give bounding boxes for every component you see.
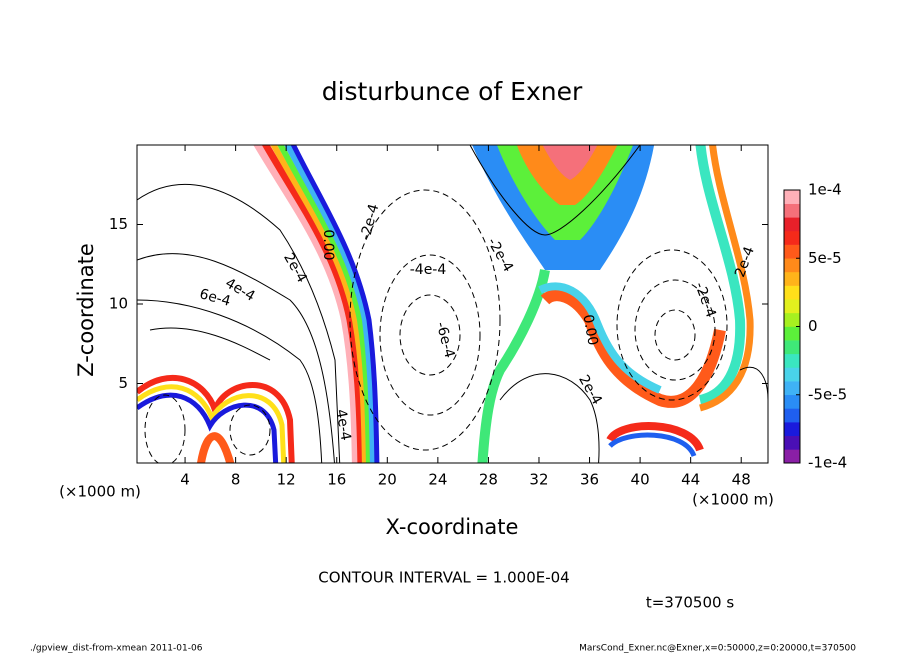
contour-label: 4e-4 xyxy=(332,408,353,442)
colorbar-band xyxy=(784,299,800,314)
contour-shade xyxy=(538,282,662,394)
contour-line xyxy=(399,294,461,376)
contour-label: -4e-4 xyxy=(410,262,447,278)
x-tick-label: 36 xyxy=(580,471,599,489)
colorbar-band xyxy=(784,217,800,232)
y-tick-label: 15 xyxy=(109,215,128,233)
colorbar-band xyxy=(784,449,800,464)
chart-title: disturbunce of Exner xyxy=(322,77,583,106)
colorbar-band xyxy=(784,394,800,409)
x-tick-label: 24 xyxy=(428,471,447,489)
contour-shade xyxy=(540,289,726,408)
contour-line xyxy=(616,249,728,401)
colorbar-band xyxy=(784,326,800,341)
contour-shade xyxy=(137,384,287,463)
contour-line xyxy=(469,145,641,236)
y-axis-label: Z-coordinate xyxy=(74,243,98,377)
contour-line xyxy=(137,183,341,463)
contour-label: 0.00 xyxy=(579,313,600,346)
x-tick-label: 32 xyxy=(529,471,548,489)
colorbar-band xyxy=(784,271,800,286)
contour-line xyxy=(137,299,323,463)
colorbar-band xyxy=(784,367,800,382)
y-tick-label: 10 xyxy=(109,295,128,313)
colorbar-band xyxy=(784,258,800,273)
x-tick-label: 44 xyxy=(681,471,700,489)
contour-shade xyxy=(284,145,376,463)
contour-shade xyxy=(197,432,235,463)
contour-line xyxy=(654,309,696,361)
x-tick-label: 20 xyxy=(378,471,397,489)
contour-line xyxy=(379,254,481,416)
contour-interval: CONTOUR INTERVAL = 1.000E-04 xyxy=(318,569,569,587)
contour-shade xyxy=(290,145,380,463)
contour-line xyxy=(634,279,716,381)
time-label: t=370500 s xyxy=(646,594,734,612)
x-tick-label: 40 xyxy=(631,471,650,489)
contour-shade xyxy=(270,145,368,463)
contour-line xyxy=(149,327,271,361)
colorbar-tick-label: -5e-5 xyxy=(808,385,847,403)
x-tick-label: 28 xyxy=(479,471,498,489)
x-tick-label: 12 xyxy=(277,471,296,489)
colorbar-band xyxy=(784,408,800,423)
colorbar-tick-label: 1e-4 xyxy=(808,181,842,199)
contour-line xyxy=(229,404,271,456)
x-tick-label: 48 xyxy=(732,471,751,489)
colorbar-band xyxy=(784,353,800,368)
colorbar-tick-label: -1e-4 xyxy=(808,454,847,472)
contour-shade xyxy=(542,145,598,180)
x-tick-label: 16 xyxy=(327,471,346,489)
contour-shade xyxy=(608,432,697,458)
colorbar-band xyxy=(784,244,800,259)
contour-line xyxy=(144,394,186,463)
footer-right: MarsCond_Exner.nc@Exner,x=0:50000,z=0:20… xyxy=(579,644,856,654)
contour-shade xyxy=(606,422,704,452)
y-tick-label: 5 xyxy=(118,374,128,392)
contour-line xyxy=(349,189,501,451)
contour-shade xyxy=(695,145,746,405)
contour-line xyxy=(137,253,335,463)
colorbar-band xyxy=(784,435,800,450)
colorbar-band xyxy=(784,340,800,355)
contour-shade xyxy=(277,145,372,463)
x-unit-right: (×1000 m) xyxy=(692,491,774,509)
contour-shade xyxy=(477,269,550,463)
colorbar-band xyxy=(784,203,800,218)
colorbar-band xyxy=(784,230,800,245)
x-tick-label: 4 xyxy=(180,471,190,489)
contour-shade xyxy=(261,145,365,463)
contour-label: 0.00 xyxy=(320,229,336,260)
colorbar-band xyxy=(784,285,800,300)
colorbar-band xyxy=(784,381,800,396)
colorbar-band xyxy=(784,312,800,327)
colorbar-tick-label: 5e-5 xyxy=(808,249,842,267)
x-unit-left: (×1000 m) xyxy=(59,483,141,501)
colorbar-band xyxy=(784,422,800,436)
footer-left: ./gpview_dist-from-xmean 2011-01-06 xyxy=(30,644,203,654)
x-tick-label: 8 xyxy=(231,471,241,489)
contour-shade xyxy=(253,145,360,463)
colorbar-tick-label: 0 xyxy=(808,317,818,335)
x-axis-label: X-coordinate xyxy=(386,515,519,539)
colorbar-band xyxy=(784,190,800,204)
contour-shade xyxy=(698,145,754,412)
contour-label: 6e-4 xyxy=(198,286,233,310)
contour-field xyxy=(137,145,768,463)
contour-line xyxy=(499,373,600,463)
